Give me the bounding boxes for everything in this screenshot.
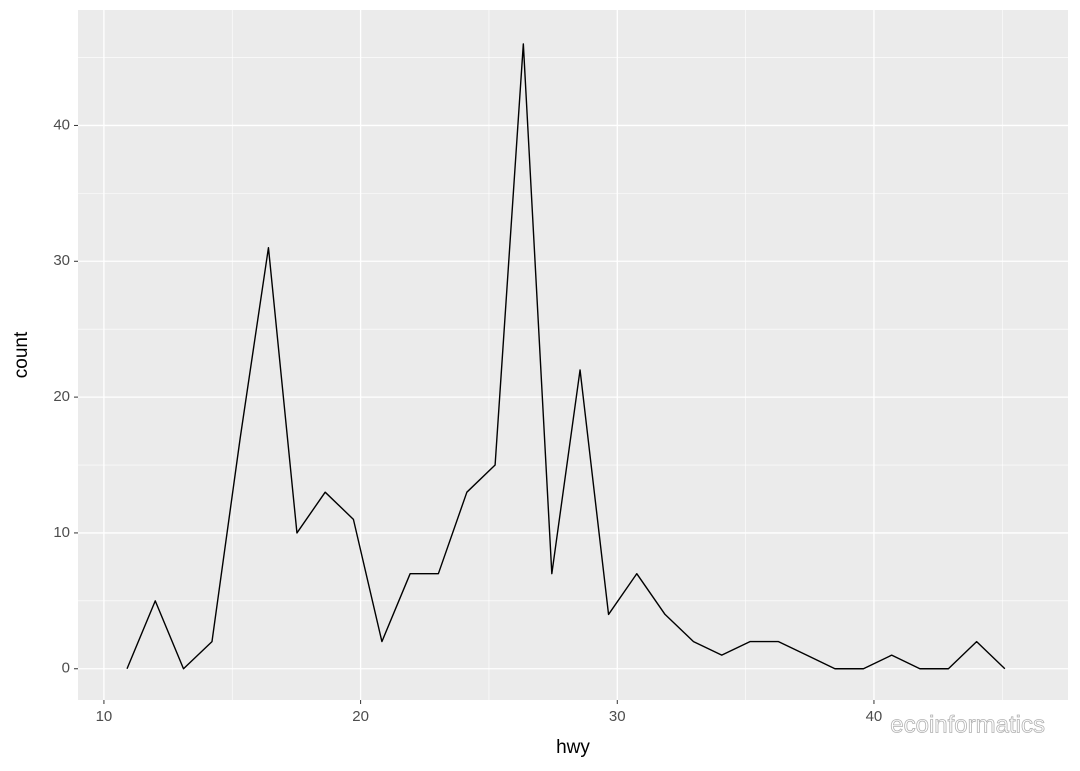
x-tick-label: 10 (96, 708, 113, 725)
y-tick-label: 0 (62, 660, 70, 677)
y-tick-label: 20 (53, 388, 70, 405)
x-tick-label: 20 (352, 708, 369, 725)
line (126, 43, 1006, 670)
x-axis-title: hwy (556, 737, 590, 758)
watermark: ecoinformatics (890, 711, 1045, 738)
panel (78, 10, 1068, 700)
y-tick-label: 30 (53, 252, 70, 269)
y-axis-title: count (11, 331, 32, 378)
x-tick-label: 30 (609, 708, 626, 725)
x-tick-label: 40 (866, 708, 883, 725)
y-tick-label: 40 (53, 116, 70, 133)
y-tick-label: 10 (53, 524, 70, 541)
